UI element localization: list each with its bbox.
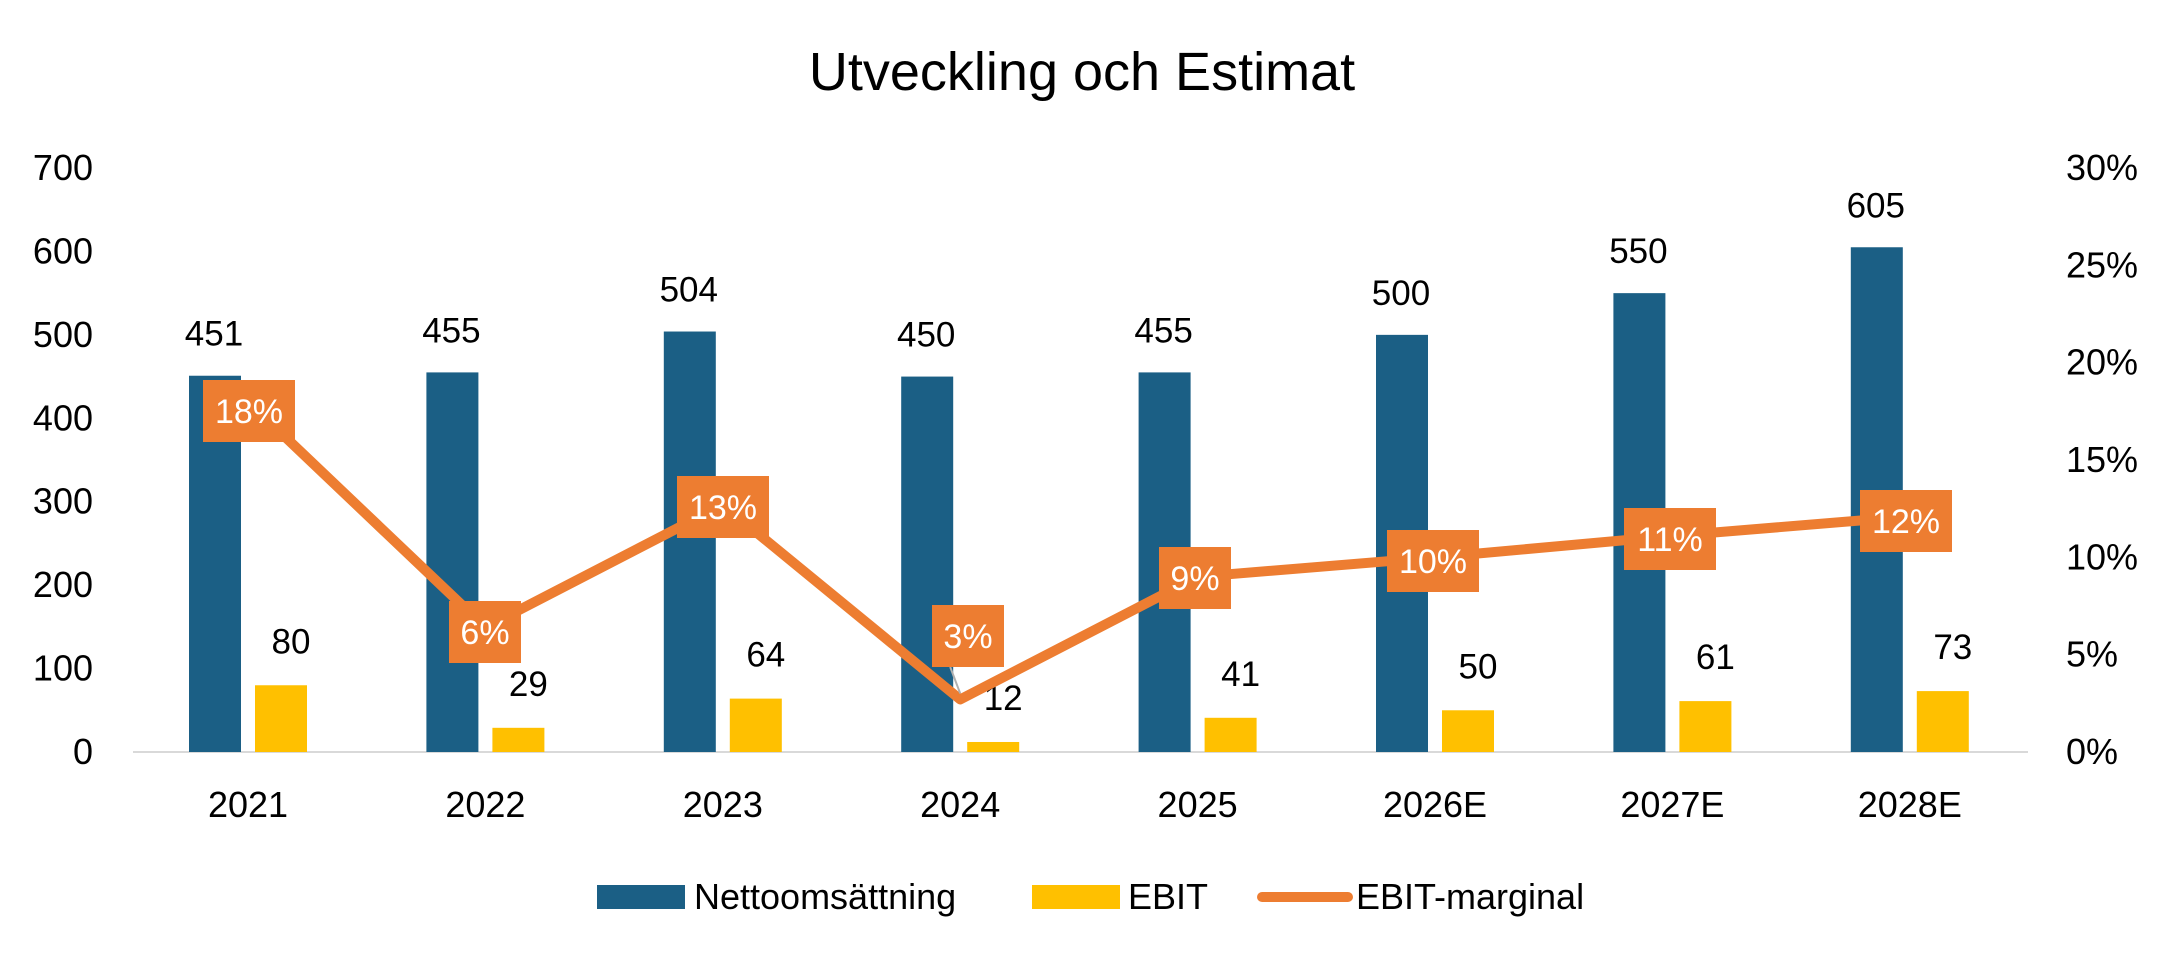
legend-label-ebit-marginal: EBIT-marginal (1356, 876, 1584, 917)
legend: Nettoomsättning EBIT EBIT-marginal (597, 876, 1584, 917)
x-axis-ticks: 2021 2022 2023 2024 2025 2026E 2027E 2028E (208, 784, 1962, 825)
bar-nettoomsattning (901, 376, 954, 752)
x-tick-label: 2025 (1158, 784, 1238, 825)
data-label-ebit: 73 (1933, 628, 1972, 667)
left-tick-label: 600 (33, 230, 93, 271)
marginal-label-box (1624, 508, 1716, 570)
leader-line (949, 666, 962, 694)
right-tick-label: 20% (2066, 342, 2138, 383)
bar-ebit (1916, 691, 1969, 752)
x-tick-label: 2026E (1383, 784, 1487, 825)
marginal-label-box (203, 380, 295, 442)
marginal-data-label: 6% (460, 614, 509, 652)
x-tick-label: 2024 (920, 784, 1000, 825)
bar-ebit (967, 741, 1020, 752)
ebit-marginal-line: 18% 6% 13% 3% 9% 10% 11% 12% (203, 380, 1952, 705)
legend-swatch-ebit (1032, 885, 1120, 909)
bar-ebit (492, 727, 545, 752)
data-label-ebit: 61 (1696, 638, 1735, 677)
right-tick-label: 25% (2066, 244, 2138, 285)
data-label-nettoomsattning: 451 (185, 315, 243, 354)
x-tick-label: 2023 (683, 784, 763, 825)
data-label-nettoomsattning: 504 (660, 271, 718, 310)
data-label-ebit: 50 (1459, 647, 1498, 686)
chart-title: Utveckling och Estimat (809, 42, 1355, 102)
left-tick-label: 400 (33, 397, 93, 438)
left-tick-label: 300 (33, 481, 93, 522)
bar-ebit (255, 685, 307, 752)
left-tick-label: 500 (33, 314, 93, 355)
bar-ebit (729, 698, 782, 752)
left-tick-label: 700 (33, 147, 93, 188)
left-tick-label: 100 (33, 648, 93, 689)
data-label-nettoomsattning: 450 (897, 316, 955, 355)
right-tick-label: 15% (2066, 439, 2138, 480)
right-tick-label: 0% (2066, 731, 2118, 772)
data-label-nettoomsattning: 500 (1372, 274, 1430, 313)
marginal-data-label: 13% (689, 489, 757, 527)
marginal-label-box (932, 605, 1004, 667)
bar-ebit (1442, 710, 1494, 752)
marginal-label-box (677, 476, 769, 538)
x-tick-label: 2027E (1620, 784, 1724, 825)
data-label-nettoomsattning: 455 (422, 311, 480, 350)
left-tick-label: 0 (73, 731, 93, 772)
data-label-nettoomsattning: 550 (1609, 232, 1667, 271)
x-tick-label: 2021 (208, 784, 288, 825)
left-y-axis: 0 100 200 300 400 500 600 700 (33, 147, 93, 772)
marginal-data-label: 12% (1872, 503, 1940, 541)
marginal-data-label: 10% (1399, 543, 1467, 581)
right-tick-label: 10% (2066, 536, 2138, 577)
data-label-nettoomsattning: 605 (1847, 186, 1905, 225)
data-label-ebit: 41 (1221, 655, 1260, 694)
bar-ebit (1204, 717, 1257, 752)
left-tick-label: 200 (33, 564, 93, 605)
marginal-data-label: 11% (1637, 521, 1703, 559)
marginal-label-box (1387, 530, 1479, 592)
right-tick-label: 30% (2066, 147, 2138, 188)
bar-nettoomsattning (663, 331, 716, 752)
x-tick-label: 2022 (445, 784, 525, 825)
marginal-label-box (449, 601, 521, 663)
marginal-data-label: 18% (215, 393, 283, 431)
legend-label-nettoomsattning: Nettoomsättning (694, 876, 956, 917)
data-label-ebit: 29 (509, 665, 548, 704)
legend-swatch-nettoomsattning (597, 885, 685, 909)
bar-nettoomsattning (426, 372, 479, 752)
x-tick-label: 2028E (1858, 784, 1962, 825)
bar-ebit (1679, 701, 1732, 752)
marginal-data-label: 3% (943, 618, 992, 656)
data-label-nettoomsattning: 455 (1134, 311, 1192, 350)
marginal-data-label: 9% (1170, 560, 1219, 598)
marginal-label-box (1159, 547, 1231, 609)
right-y-axis: 0% 5% 10% 15% 20% 25% 30% (2066, 147, 2138, 772)
legend-label-ebit: EBIT (1128, 876, 1208, 917)
data-label-ebit: 64 (746, 636, 785, 675)
data-label-ebit: 80 (272, 622, 311, 661)
right-tick-label: 5% (2066, 634, 2118, 675)
marginal-label-box (1860, 490, 1952, 552)
